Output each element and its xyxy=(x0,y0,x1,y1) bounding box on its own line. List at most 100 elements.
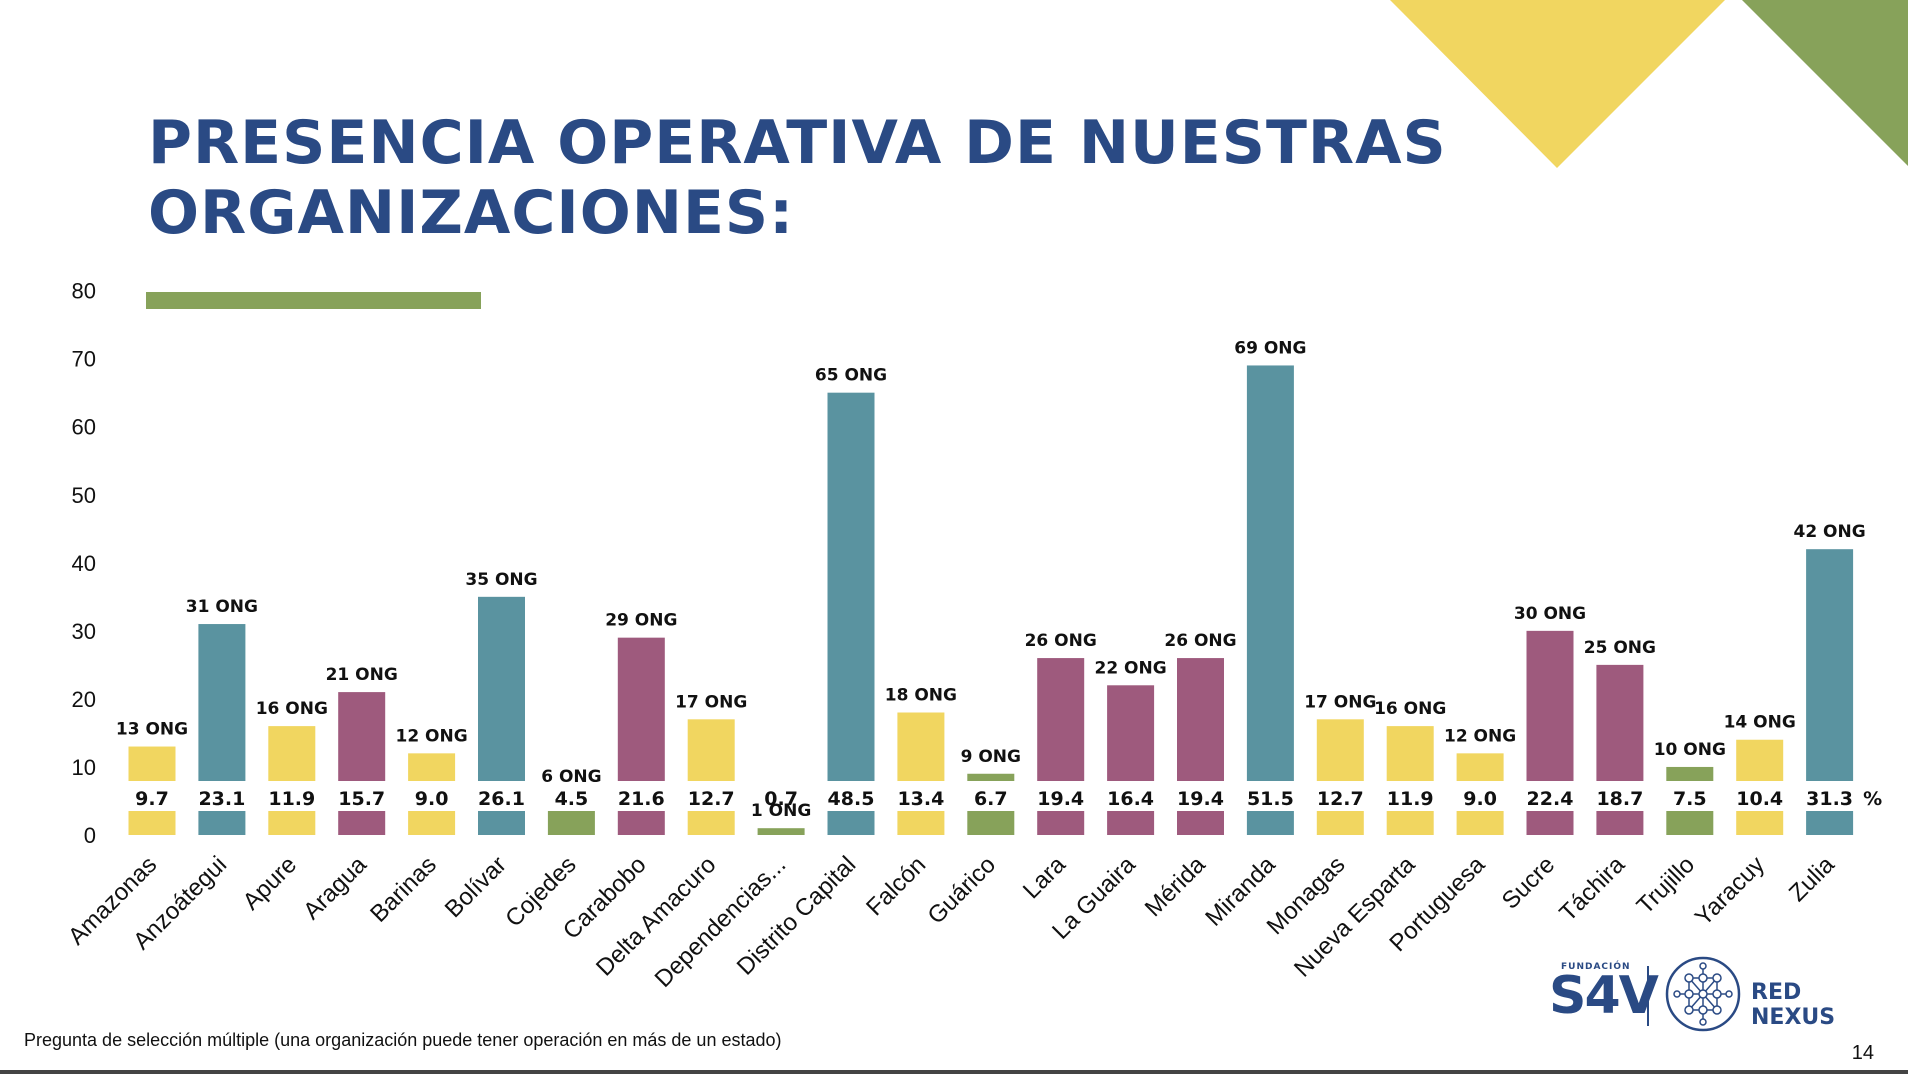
bar xyxy=(1806,549,1854,781)
y-tick-label: 80 xyxy=(72,279,96,304)
y-tick-label: 10 xyxy=(72,755,96,780)
logo-group: FUNDACIÓN S4V RED NEXUS xyxy=(1545,948,1885,1038)
bar xyxy=(1316,719,1364,781)
bar-value-label: 18 ONG xyxy=(885,686,957,706)
page-title: PRESENCIA OPERATIVA DE NUESTRAS ORGANIZA… xyxy=(148,108,1447,248)
bar-strip xyxy=(1107,811,1155,835)
bar-strip xyxy=(338,811,386,835)
x-category-label: Guárico xyxy=(923,851,1002,930)
bar-value-label: 12 ONG xyxy=(1444,726,1516,746)
bar-percentage-label: 51.5 xyxy=(1247,788,1294,810)
logo-red-nexus: RED NEXUS xyxy=(1751,980,1836,1030)
bar-percentage-label: 16.4 xyxy=(1107,788,1154,810)
x-category-label: Aragua xyxy=(298,851,372,925)
bar xyxy=(1037,658,1085,781)
bar-strip xyxy=(827,811,875,835)
title-line-2: ORGANIZACIONES: xyxy=(148,178,795,248)
logo-fundacion-text: FUNDACIÓN xyxy=(1561,962,1631,972)
x-category-label: Trujillo xyxy=(1632,851,1700,919)
bar-value-label: 31 ONG xyxy=(186,597,258,617)
x-category-label: Nueva Esparta xyxy=(1289,851,1421,983)
x-category-label: Delta Amacuro xyxy=(591,851,721,981)
bar-percentage-label: 7.5 xyxy=(1673,788,1707,810)
bar-percentage-label: 9.7 xyxy=(135,788,169,810)
logo-divider xyxy=(1647,966,1649,1026)
bar-value-label: 29 ONG xyxy=(605,611,677,631)
x-category-label: Falcón xyxy=(861,851,931,921)
bar xyxy=(198,624,246,781)
yellow-triangle-decoration xyxy=(1390,0,1725,168)
bar-strip xyxy=(1246,811,1294,835)
bar-strip xyxy=(1456,811,1504,835)
bar-strip xyxy=(128,811,176,835)
bar-percentage-label: 22.4 xyxy=(1527,788,1574,810)
bar-percentage-label: 19.4 xyxy=(1177,788,1224,810)
bar-strip xyxy=(478,811,525,835)
footnote: Pregunta de selección múltiple (una orga… xyxy=(24,1030,782,1050)
bar-value-label: 35 ONG xyxy=(465,570,537,590)
bar-strip xyxy=(687,811,735,835)
bar-strip xyxy=(547,811,595,835)
bar-value-label: 17 ONG xyxy=(675,692,747,712)
bar-value-label: 42 ONG xyxy=(1793,522,1865,542)
bar-percentage-label: 19.4 xyxy=(1037,788,1084,810)
x-category-label: Lara xyxy=(1018,851,1072,905)
bar-percentage-label: 10.4 xyxy=(1736,788,1783,810)
bar xyxy=(1596,664,1644,781)
x-category-label: Zulia xyxy=(1784,851,1840,907)
bar-strip xyxy=(408,811,456,835)
bar-value-label: 6 ONG xyxy=(541,767,601,787)
bar xyxy=(897,712,945,781)
bar-strip xyxy=(617,811,665,835)
y-tick-label: 40 xyxy=(72,551,96,576)
bar-value-label: 26 ONG xyxy=(1025,631,1097,651)
y-tick-label: 70 xyxy=(72,347,96,372)
bar-percentage-label: 31.3 xyxy=(1806,788,1853,810)
y-tick-label: 50 xyxy=(72,483,96,508)
bar-percentage-label: 26.1 xyxy=(478,788,525,810)
bar-percentage-label: 0.7 xyxy=(764,788,798,810)
bar xyxy=(1456,753,1504,781)
green-triangle-decoration xyxy=(1742,0,1908,166)
bar-value-label: 21 ONG xyxy=(326,665,398,685)
bar-strip xyxy=(757,828,805,835)
bar-strip xyxy=(1596,811,1644,835)
bar-percentage-label: 9.0 xyxy=(415,788,449,810)
bar-value-label: 16 ONG xyxy=(256,699,328,719)
x-category-label: Distrito Capital xyxy=(732,851,861,980)
bar xyxy=(967,773,1015,781)
y-tick-label: 60 xyxy=(72,415,96,440)
bar-value-label: 12 ONG xyxy=(395,726,467,746)
network-logo-icon xyxy=(1665,956,1741,1032)
bar-percentage-label: 11.9 xyxy=(1387,788,1434,810)
bar-value-label: 9 ONG xyxy=(961,747,1021,767)
percent-unit-label: % xyxy=(1863,788,1882,810)
bar-value-label: 13 ONG xyxy=(116,720,188,740)
y-tick-label: 0 xyxy=(84,823,96,848)
bar xyxy=(1177,658,1224,781)
x-category-label: Yaracuy xyxy=(1690,851,1770,931)
bar xyxy=(128,746,176,781)
title-line-1: PRESENCIA OPERATIVA DE NUESTRAS xyxy=(148,108,1447,178)
bar-strip xyxy=(1177,811,1224,835)
bar-value-label: 65 ONG xyxy=(815,366,887,386)
bar xyxy=(268,726,316,781)
y-tick-label: 30 xyxy=(72,619,96,644)
bar-strip xyxy=(1666,811,1714,835)
bar-percentage-label: 9.0 xyxy=(1463,788,1497,810)
bar-strip xyxy=(1316,811,1364,835)
bar xyxy=(408,753,456,781)
bar-percentage-label: 12.7 xyxy=(1317,788,1364,810)
bar xyxy=(827,392,875,781)
bar-strip xyxy=(268,811,316,835)
x-category-label: Barinas xyxy=(365,851,442,928)
bar-percentage-label: 21.6 xyxy=(618,788,665,810)
bar xyxy=(1526,630,1574,781)
bar xyxy=(1246,365,1294,781)
bar-percentage-label: 13.4 xyxy=(897,788,944,810)
bar-percentage-label: 18.7 xyxy=(1596,788,1643,810)
x-category-label: Táchira xyxy=(1554,851,1630,927)
bar-value-label: 16 ONG xyxy=(1374,699,1446,719)
bar-percentage-label: 12.7 xyxy=(688,788,735,810)
